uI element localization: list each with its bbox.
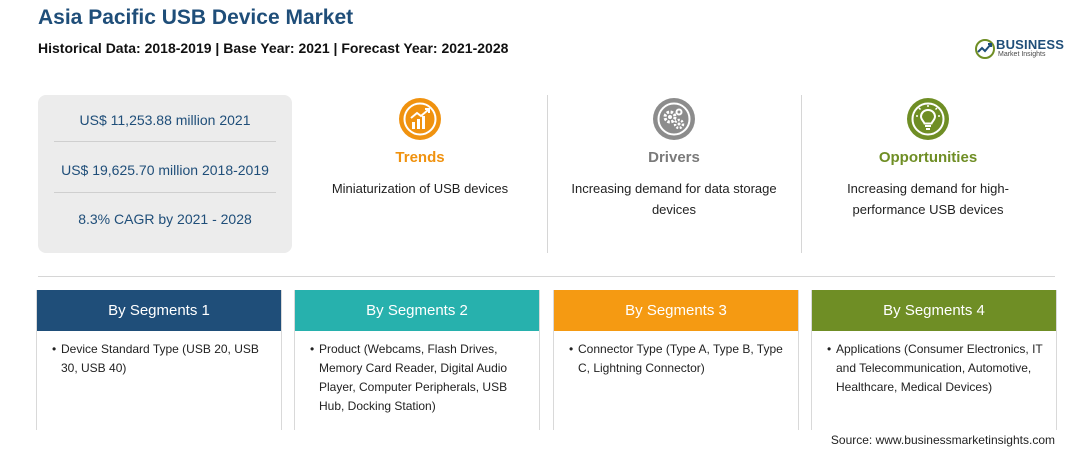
segment-3-title: By Segments 3 <box>554 290 798 331</box>
segment-2-title: By Segments 2 <box>295 290 539 331</box>
trends-column: Trends Miniaturization of USB devices <box>295 95 545 255</box>
segment-card-4: By Segments 4 • Applications (Consumer E… <box>811 290 1057 430</box>
stat-market-size-2021: US$ 11,253.88 million 2021 <box>79 112 251 128</box>
segment-card-3: By Segments 3 • Connector Type (Type A, … <box>553 290 799 430</box>
stat-cagr: 8.3% CAGR by 2021 - 2028 <box>78 211 252 227</box>
segment-3-body: • Connector Type (Type A, Type B, Type C… <box>554 331 798 378</box>
bullet-icon: • <box>569 342 574 356</box>
opportunities-text: Increasing demand for high-performance U… <box>847 181 1009 217</box>
drivers-column: Drivers Increasing demand for data stora… <box>549 95 799 255</box>
segment-3-text: Connector Type (Type A, Type B, Type C, … <box>578 342 783 375</box>
page-subtitle: Historical Data: 2018-2019 | Base Year: … <box>38 40 509 56</box>
bullet-icon: • <box>52 342 57 356</box>
gears-icon <box>653 98 695 140</box>
trends-title: Trends <box>395 149 445 166</box>
segment-1-text: Device Standard Type (USB 20, USB 30, US… <box>61 342 259 375</box>
drivers-text: Increasing demand for data storage devic… <box>571 181 777 217</box>
logo-word: BUSINESS <box>996 37 1065 52</box>
trend-chart-icon <box>399 98 441 140</box>
stat-divider <box>54 141 276 142</box>
lightbulb-icon <box>907 98 949 140</box>
segment-card-1: By Segments 1 • Device Standard Type (US… <box>36 290 282 430</box>
business-market-insights-logo: BUSINESS Market Insights <box>974 36 1064 62</box>
segment-4-text: Applications (Consumer Electronics, IT a… <box>836 342 1043 394</box>
opportunities-column: Opportunities Increasing demand for high… <box>803 95 1053 255</box>
market-stats-panel: US$ 11,253.88 million 2021 US$ 19,625.70… <box>38 95 292 253</box>
drivers-title: Drivers <box>648 149 700 166</box>
column-divider <box>801 95 802 253</box>
segment-1-title: By Segments 1 <box>37 290 281 331</box>
segment-1-body: • Device Standard Type (USB 20, USB 30, … <box>37 331 281 378</box>
globe-logo-icon <box>975 39 995 59</box>
stat-divider <box>54 192 276 193</box>
segment-4-title: By Segments 4 <box>812 290 1056 331</box>
page-title: Asia Pacific USB Device Market <box>38 6 354 29</box>
segment-2-body: • Product (Webcams, Flash Drives, Memory… <box>295 331 539 416</box>
column-divider <box>547 95 548 253</box>
logo-subword: Market Insights <box>998 51 1046 58</box>
opportunities-title: Opportunities <box>878 149 978 166</box>
bullet-icon: • <box>827 342 832 356</box>
stat-market-size-historical: US$ 19,625.70 million 2018-2019 <box>61 162 269 178</box>
segment-card-2: By Segments 2 • Product (Webcams, Flash … <box>294 290 540 430</box>
segment-2-text: Product (Webcams, Flash Drives, Memory C… <box>319 342 508 413</box>
bullet-icon: • <box>310 342 315 356</box>
trends-text: Miniaturization of USB devices <box>331 181 509 196</box>
section-divider <box>38 276 1055 277</box>
source-note: Source: www.businessmarketinsights.com <box>830 433 1055 447</box>
segment-4-body: • Applications (Consumer Electronics, IT… <box>812 331 1056 397</box>
